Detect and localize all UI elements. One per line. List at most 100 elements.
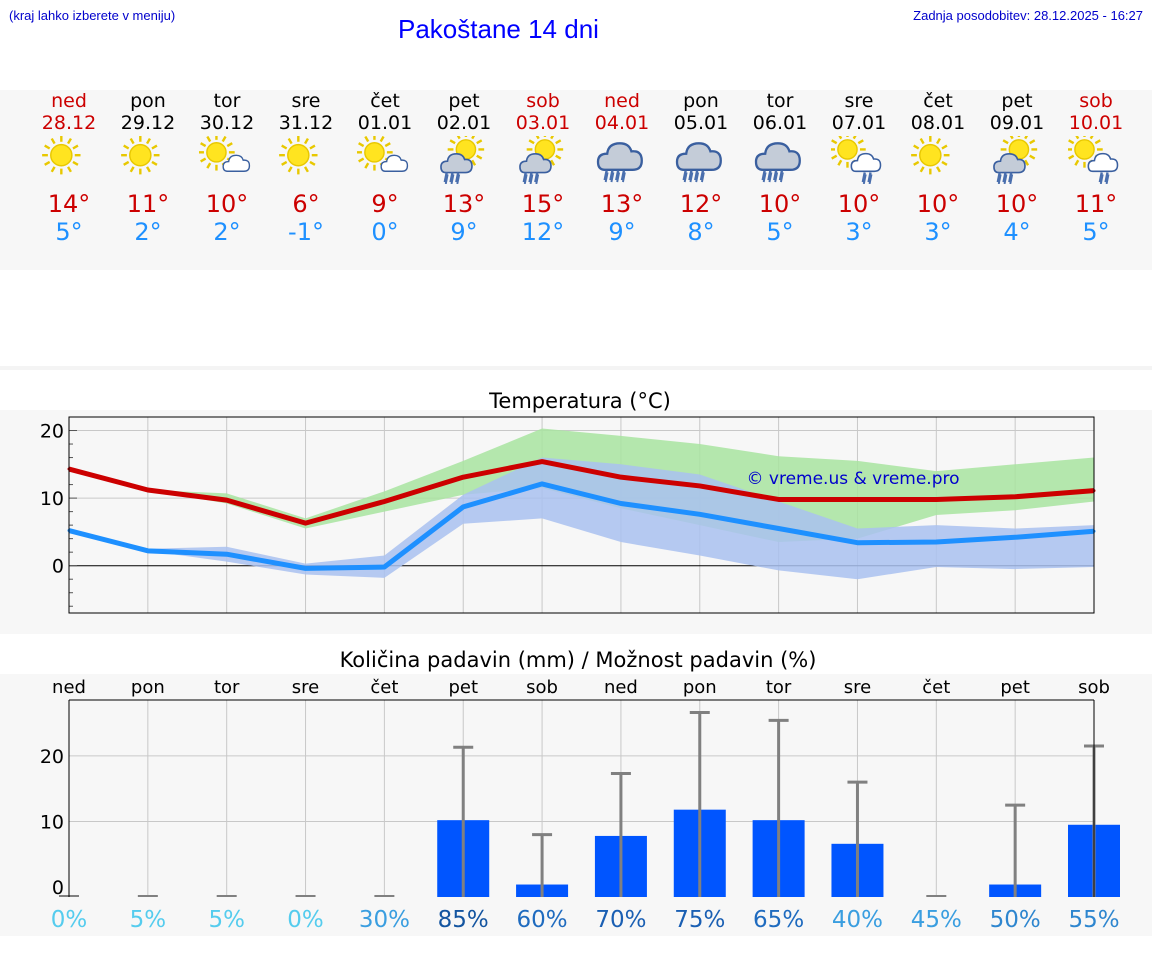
day-column: sob 10.01 11° 5° xyxy=(1056,90,1136,246)
sun-icon xyxy=(121,136,160,175)
day-name: tor xyxy=(213,90,241,112)
day-name: ned xyxy=(604,90,640,112)
min-temperature-line-point xyxy=(698,512,702,516)
min-temperature-line xyxy=(68,481,1095,571)
day-name: sob xyxy=(526,90,560,112)
daily-forecast-panel xyxy=(0,90,1152,270)
min-temperature: 3° xyxy=(845,218,873,246)
max-temperature-line-point xyxy=(777,497,781,501)
day-column: pet 02.01 13° 9° xyxy=(424,90,504,246)
y-tick-label: 10 xyxy=(40,811,64,833)
min-temperature-line-point xyxy=(1013,535,1017,539)
precipitation-probability: 30% xyxy=(359,907,410,933)
day-column: ned 04.01 13° 9° xyxy=(582,90,662,246)
min-temperature: -1° xyxy=(288,218,324,246)
precipitation-probability: 60% xyxy=(517,907,568,933)
day-date: 06.01 xyxy=(752,112,808,134)
y-tick-label: 20 xyxy=(40,421,64,443)
day-date: 07.01 xyxy=(831,112,887,134)
max-temperature: 15° xyxy=(521,190,565,218)
max-temperature: 13° xyxy=(442,190,486,218)
watermark: © vreme.us & vreme.pro xyxy=(746,469,959,489)
precipitation-probability: 75% xyxy=(674,907,725,933)
day-name: čet xyxy=(370,90,400,112)
precipitation-chart-title: Količina padavin (mm) / Možnost padavin … xyxy=(340,648,817,672)
y-tick-label: 10 xyxy=(40,488,64,510)
category-label: tor xyxy=(766,677,792,698)
max-temperature: 10° xyxy=(205,190,249,218)
max-temperature-line xyxy=(68,459,1095,526)
location-hint: (kraj lahko izberete v meniju) xyxy=(9,8,176,23)
cloud-rain-icon xyxy=(596,142,643,183)
day-name: pet xyxy=(448,90,480,112)
day-column: čet 08.01 10° 3° xyxy=(898,90,978,246)
max-temperature-line-point xyxy=(619,475,623,479)
min-temperature-line-point xyxy=(540,482,544,486)
precipitation-probability: 0% xyxy=(287,907,324,933)
min-temperature: 9° xyxy=(608,218,636,246)
sun-icon xyxy=(911,136,950,175)
max-temperature: 10° xyxy=(758,190,802,218)
min-temperature: 2° xyxy=(134,218,162,246)
min-temperature: 4° xyxy=(1003,218,1031,246)
min-temperature: 9° xyxy=(450,218,478,246)
max-temperature: 11° xyxy=(126,190,170,218)
temperature-chart: Temperatura (°C) 0 10 20 © vreme.us & vreme.… xyxy=(40,389,1096,614)
day-date: 02.01 xyxy=(436,112,492,134)
day-date: 31.12 xyxy=(278,112,334,134)
day-column: sre 07.01 10° 3° xyxy=(819,90,899,246)
sun-cloud-rain-icon xyxy=(1068,136,1119,184)
max-temperature-line-point xyxy=(855,497,859,501)
min-temperature-band xyxy=(69,457,1094,580)
category-label: čet xyxy=(370,677,398,698)
cloud-rain-icon xyxy=(675,142,722,183)
day-date: 05.01 xyxy=(673,112,729,134)
category-label: pet xyxy=(1000,677,1030,698)
max-temperature-line-point xyxy=(304,521,308,525)
category-label: tor xyxy=(214,677,240,698)
min-temperature: 0° xyxy=(371,218,399,246)
temperature-plot-frame xyxy=(68,416,1095,614)
day-date: 10.01 xyxy=(1068,112,1124,134)
day-date: 29.12 xyxy=(120,112,176,134)
min-temperature-line-point xyxy=(777,527,781,531)
min-temperature-line-point xyxy=(382,565,386,569)
sun-cloud-icon xyxy=(357,136,409,172)
min-temperature-line-point xyxy=(934,540,938,544)
category-label: pon xyxy=(683,677,717,698)
category-label: sob xyxy=(526,677,558,698)
day-date: 04.01 xyxy=(594,112,650,134)
category-label: sre xyxy=(292,677,319,698)
precipitation-probability: 0% xyxy=(51,907,88,933)
min-temperature-line-point xyxy=(146,549,150,553)
page-title: Pakoštane 14 dni xyxy=(398,14,599,44)
divider xyxy=(0,366,1152,370)
min-temperature: 8° xyxy=(687,218,715,246)
day-column: pon 29.12 11° 2° xyxy=(108,90,188,246)
y-tick-label: 0 xyxy=(52,877,64,899)
day-name: sre xyxy=(844,90,874,112)
max-temperature: 6° xyxy=(292,190,320,218)
max-temperature-line-point xyxy=(382,499,386,503)
temperature-chart-title: Temperatura (°C) xyxy=(488,389,671,413)
min-temperature-line-point xyxy=(225,552,229,556)
precipitation-probability: 5% xyxy=(130,907,167,933)
min-temperature: 12° xyxy=(521,218,565,246)
sun-rain-icon xyxy=(440,136,485,184)
precipitation-chart: Količina padavin (mm) / Možnost padavin … xyxy=(40,648,1120,933)
sun-icon xyxy=(279,136,318,175)
max-temperature: 10° xyxy=(995,190,1039,218)
day-name: pon xyxy=(683,90,719,112)
day-name: ned xyxy=(51,90,87,112)
max-temperature-line-point xyxy=(461,475,465,479)
min-temperature: 5° xyxy=(766,218,794,246)
last-update: Zadnja posodobitev: 28.12.2025 - 16:27 xyxy=(913,8,1143,23)
day-date: 08.01 xyxy=(910,112,966,134)
category-label: sre xyxy=(844,677,871,698)
min-temperature: 5° xyxy=(1082,218,1110,246)
max-temperature: 14° xyxy=(47,190,91,218)
day-column: ned 28.12 14° 5° xyxy=(29,90,109,246)
day-date: 28.12 xyxy=(41,112,97,134)
day-column: sob 03.01 15° 12° xyxy=(503,90,583,246)
sun-rain-icon xyxy=(993,136,1038,184)
